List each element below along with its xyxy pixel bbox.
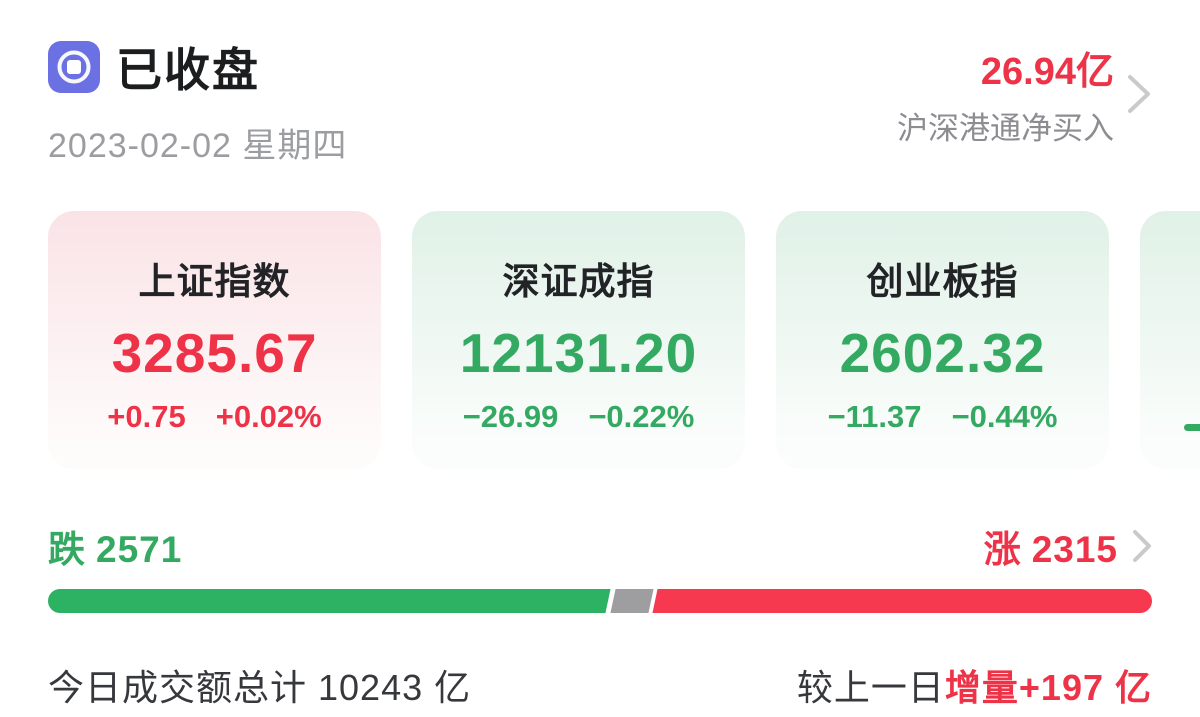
index-change-pct: +0.02% [215, 399, 322, 434]
net-buy-label: 沪深港通净买入 [897, 111, 1114, 146]
market-status-block: 已收盘 2023-02-02 星期四 [48, 34, 347, 167]
index-cards-row: 上证指数 3285.67 +0.75 +0.02% 深证成指 12131.20 … [48, 211, 1200, 469]
icon-ring [57, 50, 91, 84]
compare-delta: 增量+197 亿 [944, 667, 1152, 708]
index-change-row: −11.37 −0.44% [776, 399, 1109, 435]
market-status-label: 已收盘 [116, 44, 260, 96]
index-card-clipped[interactable] [1140, 211, 1200, 469]
net-buy-value: 26.94亿 [980, 51, 1114, 93]
breadth-bar-red [652, 589, 1152, 613]
turnover-text: 今日成交额总计 10243 亿 [48, 667, 472, 708]
breadth-bar-gray [610, 589, 653, 613]
status-title-row: 已收盘 [48, 34, 347, 100]
breadth-bar-green [48, 589, 611, 613]
index-change: +0.75 [107, 399, 186, 434]
decliners-label: 跌 2571 [48, 529, 183, 570]
advancers-label: 涨 2315 [983, 529, 1118, 570]
icon-square [67, 60, 81, 74]
breadth-row[interactable]: 跌 2571 涨 2315 [48, 519, 1152, 573]
index-card-chinext[interactable]: 创业板指 2602.32 −11.37 −0.44% [776, 211, 1109, 469]
index-change-pct: −0.22% [588, 399, 695, 434]
decliners-count: 2571 [96, 529, 183, 570]
breadth-bar [48, 589, 1152, 613]
net-buy-text-block: 26.94亿 沪深港通净买入 [897, 40, 1114, 148]
compare-prefix: 较上一日 [796, 667, 945, 708]
index-change-row: +0.75 +0.02% [48, 399, 381, 435]
index-name: 创业板指 [866, 261, 1019, 302]
trade-date: 2023-02-02 星期四 [48, 127, 348, 165]
index-name: 深证成指 [502, 261, 655, 302]
index-change-row: −26.99 −0.22% [412, 399, 745, 435]
turnover-compare: 较上一日增量+197 亿 [797, 659, 1152, 711]
advancers-block[interactable]: 涨 2315 [984, 519, 1152, 573]
index-value: 2602.32 [839, 322, 1046, 384]
chevron-right-icon[interactable] [1132, 527, 1152, 565]
index-change-pct: −0.44% [951, 399, 1058, 434]
northbound-net-buy[interactable]: 26.94亿 沪深港通净买入 [897, 40, 1152, 148]
index-name: 上证指数 [138, 261, 291, 302]
index-value: 3285.67 [111, 322, 318, 384]
header: 已收盘 2023-02-02 星期四 26.94亿 沪深港通净买入 [48, 34, 1152, 167]
index-card-shanghai[interactable]: 上证指数 3285.67 +0.75 +0.02% [48, 211, 381, 469]
footer: 今日成交额总计 10243 亿 较上一日增量+197 亿 [48, 659, 1152, 711]
index-change: −26.99 [462, 399, 559, 434]
index-value: 12131.20 [459, 322, 698, 384]
chevron-right-icon[interactable] [1126, 71, 1152, 117]
advancers-count: 2315 [1031, 529, 1118, 570]
market-status-icon [48, 41, 100, 93]
index-card-shenzhen[interactable]: 深证成指 12131.20 −26.99 −0.22% [412, 211, 745, 469]
index-change: −11.37 [827, 399, 922, 434]
clipped-change-fragment [1184, 424, 1200, 431]
